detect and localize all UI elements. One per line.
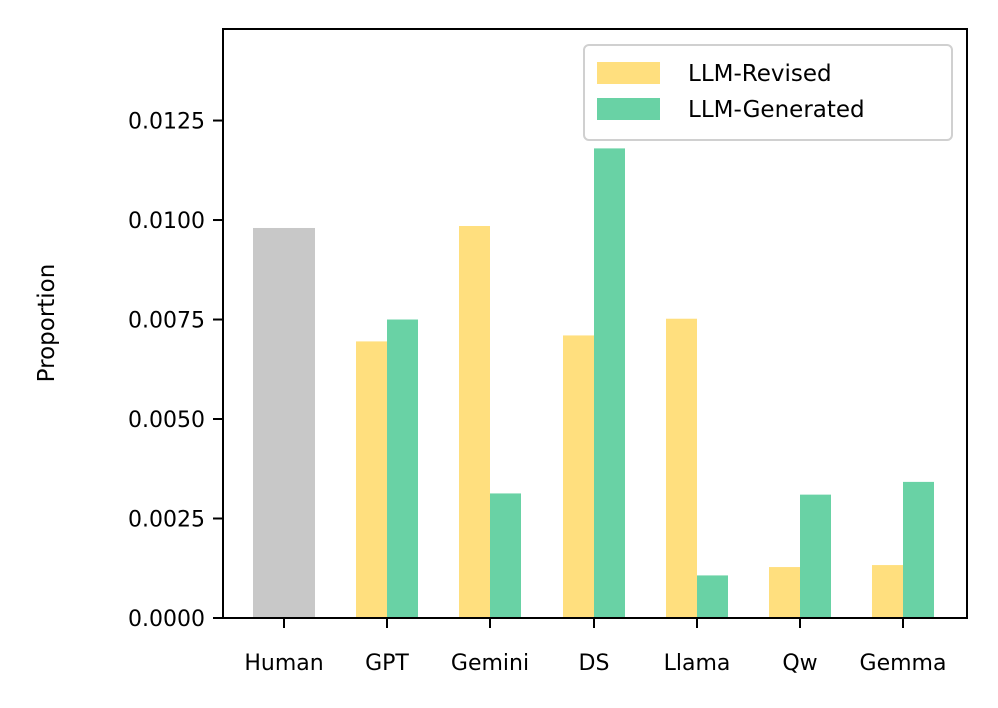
x-tick-label-human: Human	[244, 651, 323, 676]
legend-label-llm-revised: LLM-Revised	[688, 61, 832, 87]
legend-swatch-llm-revised	[597, 62, 660, 84]
y-axis: 0.0000 0.0025 0.0050 0.0075 0.0100 0.0125	[128, 110, 223, 632]
y-tick-label: 0.0025	[128, 508, 205, 533]
legend-frame	[583, 44, 953, 141]
bar-llm-generated-gpt	[387, 319, 418, 618]
x-axis: Human GPT Gemini DS Llama Qw Gemma	[244, 618, 946, 676]
x-tick-label-llama: Llama	[664, 651, 731, 676]
bar-llm-revised-gemini	[459, 225, 490, 618]
y-tick-label: 0.0000	[128, 607, 205, 632]
x-tick-label-gemma: Gemma	[860, 651, 947, 676]
y-tick-label: 0.0075	[128, 309, 205, 334]
y-axis-title: Proportion	[34, 264, 60, 383]
bar-llm-revised-ds	[563, 335, 594, 618]
bar-llm-revised-gemma	[872, 565, 903, 618]
x-tick-label-qw: Qw	[782, 651, 817, 676]
x-tick-label-gpt: GPT	[365, 651, 409, 676]
bar-llm-revised-llama	[666, 318, 697, 618]
y-tick-label: 0.0125	[128, 110, 205, 135]
bar-llm-generated-gemini	[490, 493, 521, 618]
x-tick-label-gemini: Gemini	[451, 651, 529, 676]
bar-llm-generated-llama	[697, 575, 728, 618]
y-tick-label: 0.0050	[128, 408, 205, 433]
bar-llm-generated-gemma	[903, 481, 934, 618]
bar-llm-generated-ds	[594, 148, 625, 618]
legend-label-llm-generated: LLM-Generated	[688, 97, 865, 123]
bar-llm-revised-gpt	[356, 341, 387, 618]
bar-human	[253, 227, 315, 618]
x-tick-label-ds: DS	[579, 651, 610, 676]
legend-swatch-llm-generated	[597, 98, 660, 120]
bars-layer	[253, 148, 934, 618]
legend: LLM-Revised LLM-Generated	[583, 44, 953, 141]
y-tick-label: 0.0100	[128, 209, 205, 234]
bar-llm-generated-qw	[800, 494, 831, 618]
bar-llm-revised-qw	[769, 567, 800, 618]
